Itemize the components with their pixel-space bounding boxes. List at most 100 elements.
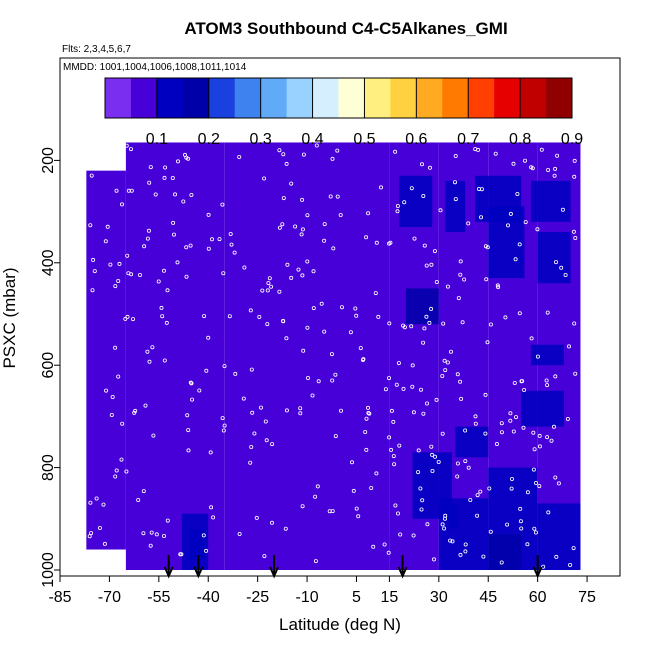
sample-point xyxy=(429,262,434,267)
sample-point xyxy=(499,430,504,435)
colorbar-tick-label-0: 0.1 xyxy=(146,131,168,148)
sample-point xyxy=(479,187,484,192)
sample-point xyxy=(568,563,573,568)
sample-point xyxy=(394,382,399,387)
sample-point xyxy=(422,243,427,248)
dates-subtitle: MMDD: 1001,1004,1006,1008,1011,1014 xyxy=(63,62,247,73)
sample-point xyxy=(424,401,429,406)
colorbar-segment-5 xyxy=(234,78,262,118)
sample-point xyxy=(171,220,176,225)
flight-arrows xyxy=(163,555,543,579)
sample-point xyxy=(505,223,510,228)
sample-point xyxy=(532,447,537,452)
sample-point xyxy=(364,447,369,452)
arrow-head-0 xyxy=(163,566,174,579)
colorbar-segment-3 xyxy=(182,78,210,118)
sample-point xyxy=(534,480,539,485)
sample-point xyxy=(395,511,400,516)
y-tick-label-1: 400 xyxy=(40,249,57,276)
sample-point xyxy=(532,526,537,531)
sample-point xyxy=(511,161,516,166)
sample-point xyxy=(553,166,558,171)
colorbar-tick-label-4: 0.5 xyxy=(353,131,375,148)
sample-point xyxy=(383,387,388,392)
colorbar-segment-12 xyxy=(416,78,443,118)
sample-point xyxy=(429,444,434,449)
x-tick-label-8: 30 xyxy=(430,589,448,606)
field-patch-11 xyxy=(531,344,564,366)
sample-point xyxy=(217,237,222,242)
sample-point xyxy=(416,448,421,453)
sample-point xyxy=(386,550,391,555)
sample-point xyxy=(356,514,361,519)
sample-point xyxy=(101,502,106,507)
sample-point xyxy=(298,406,303,411)
sample-point xyxy=(330,378,335,383)
sample-point xyxy=(513,257,518,262)
sample-point xyxy=(450,539,455,544)
sample-point xyxy=(161,534,166,539)
sample-point xyxy=(265,288,270,293)
sample-point xyxy=(269,284,274,289)
sample-point xyxy=(300,197,305,202)
sample-point xyxy=(88,500,93,505)
y-axis: 200 400 600 800 1000 xyxy=(40,147,60,588)
sample-point xyxy=(549,438,554,443)
sample-point xyxy=(281,196,286,201)
sample-point xyxy=(420,498,425,503)
sample-point xyxy=(387,321,392,326)
sample-point xyxy=(267,276,272,281)
colorbar-tick-label-2: 0.3 xyxy=(250,131,272,148)
sample-point xyxy=(148,165,153,170)
sample-point xyxy=(113,345,118,350)
sample-point xyxy=(285,262,290,267)
sample-point xyxy=(281,319,286,324)
sample-point xyxy=(300,227,305,232)
sample-point xyxy=(511,429,516,434)
sample-point xyxy=(358,346,363,351)
sample-point xyxy=(113,474,118,479)
sample-point xyxy=(338,408,343,413)
sample-point xyxy=(546,167,551,172)
sample-point xyxy=(518,506,523,511)
x-tick-label-6: 5 xyxy=(352,589,361,606)
sample-point xyxy=(442,526,447,531)
sample-point xyxy=(395,209,400,214)
sample-point xyxy=(222,423,227,428)
sample-point xyxy=(124,143,129,148)
field-column-1 xyxy=(125,142,225,571)
y-tick-label-3: 800 xyxy=(40,454,57,481)
sample-point xyxy=(120,202,125,207)
field-patch-1 xyxy=(188,529,205,560)
sample-point xyxy=(91,257,96,262)
sample-point xyxy=(119,457,124,462)
sample-point xyxy=(89,531,94,536)
sample-point xyxy=(190,397,195,402)
sample-point xyxy=(228,231,233,236)
sample-point xyxy=(365,405,370,410)
sample-point xyxy=(531,467,536,472)
sample-point xyxy=(92,269,97,274)
sample-point xyxy=(123,316,128,321)
sample-point xyxy=(353,306,358,311)
sample-point xyxy=(448,349,453,354)
sample-point xyxy=(419,507,424,512)
sample-point xyxy=(410,384,415,389)
sample-point xyxy=(233,371,238,376)
field-patch-2 xyxy=(399,175,433,227)
field-patch-16 xyxy=(537,503,581,570)
sample-point xyxy=(172,192,177,197)
sample-point xyxy=(431,557,436,562)
sample-point xyxy=(374,471,379,476)
sample-point xyxy=(453,153,458,158)
sample-point xyxy=(305,375,310,380)
sample-point xyxy=(204,368,209,373)
sample-point xyxy=(445,284,450,289)
sample-point xyxy=(391,419,396,424)
sample-point xyxy=(220,416,225,421)
sample-point xyxy=(455,461,460,466)
colorbar-segment-0 xyxy=(105,78,132,118)
sample-point xyxy=(142,244,147,249)
sample-point xyxy=(573,235,578,240)
